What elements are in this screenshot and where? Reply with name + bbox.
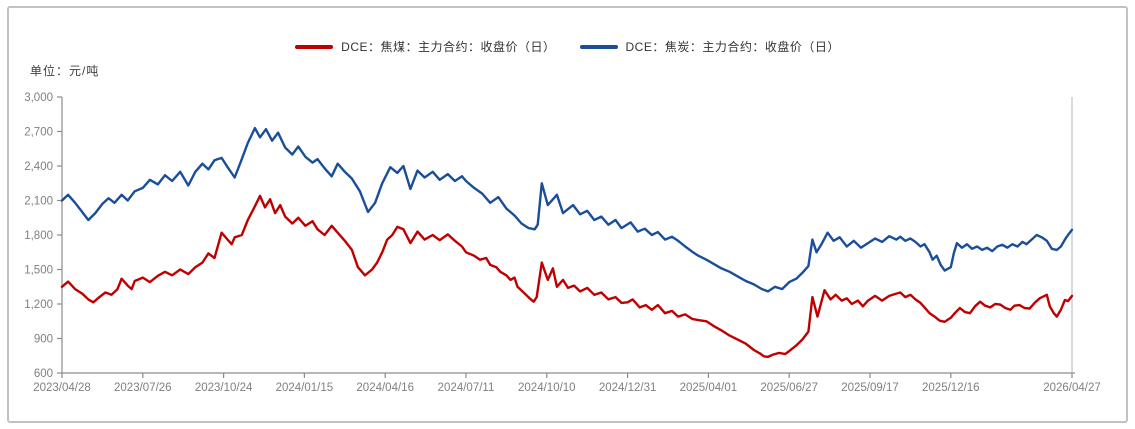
- legend-label-coke: DCE：焦炭：主力合约：收盘价（日）: [625, 40, 840, 54]
- series-line-1: [60, 126, 1074, 293]
- x-tick-label: 2024/04/16: [356, 382, 414, 394]
- y-tick-label: 1,800: [24, 230, 53, 242]
- x-tick-label: 2025/09/17: [841, 382, 899, 394]
- x-tick-label: 2024/12/31: [599, 382, 657, 394]
- legend-item-coke: DCE：焦炭：主力合约：收盘价（日）: [579, 38, 840, 55]
- x-tick-label: 2025/06/27: [760, 382, 818, 394]
- y-tick-label: 600: [34, 368, 53, 380]
- x-tick-label: 2023/10/24: [195, 382, 253, 394]
- y-tick-label: 2,700: [24, 127, 53, 139]
- x-tick-label: 2024/10/10: [518, 382, 576, 394]
- y-tick-label: 2,100: [24, 196, 53, 208]
- series-line-0: [60, 194, 1074, 359]
- x-tick-label: 2026/04/27: [1043, 382, 1101, 394]
- legend-item-coking-coal: DCE：焦煤：主力合约：收盘价（日）: [295, 38, 555, 55]
- y-tick-label: 1,200: [24, 299, 53, 311]
- y-tick-label: 2,400: [24, 161, 53, 173]
- y-tick-label: 1,500: [24, 265, 53, 277]
- x-tick-label: 2025/04/01: [680, 382, 738, 394]
- x-tick-label: 2024/07/11: [438, 382, 495, 394]
- chart-legend: DCE：焦煤：主力合约：收盘价（日） DCE：焦炭：主力合约：收盘价（日）: [0, 38, 1135, 55]
- x-tick-label: 2024/01/15: [276, 382, 334, 394]
- x-tick-label: 2023/04/28: [33, 382, 91, 394]
- y-tick-label: 900: [34, 334, 53, 346]
- x-tick-label: 2023/07/26: [114, 382, 172, 394]
- blue-line-swatch-icon: [579, 44, 618, 49]
- legend-label-coking-coal: DCE：焦煤：主力合约：收盘价（日）: [341, 40, 556, 54]
- unit-label: 单位：元/吨: [30, 64, 100, 78]
- y-tick-label: 3,000: [24, 92, 53, 104]
- red-line-swatch-icon: [295, 44, 334, 49]
- x-tick-label: 2025/12/16: [922, 382, 980, 394]
